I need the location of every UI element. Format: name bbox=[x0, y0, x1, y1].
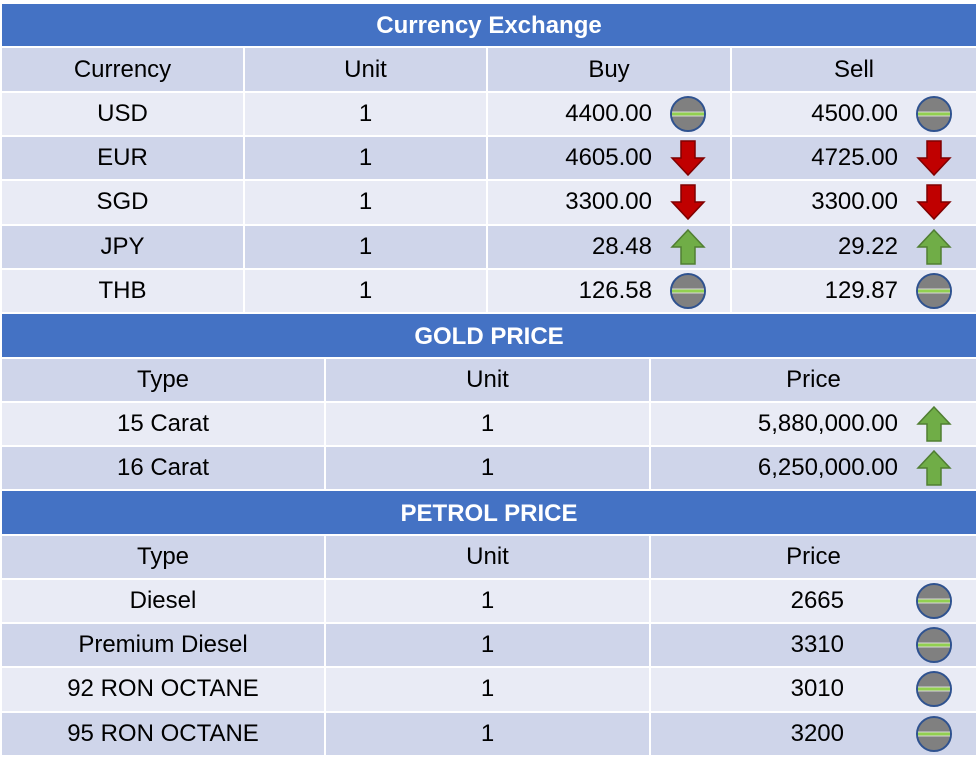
currency-buy: 28.48 bbox=[488, 225, 732, 268]
petrol-header-type: Type bbox=[2, 536, 326, 578]
currency-row: SGD 1 3300.00 3300.00 bbox=[2, 181, 976, 226]
gold-row: 15 Carat 1 5,880,000.00 bbox=[2, 403, 976, 447]
down-arrow-icon bbox=[668, 138, 708, 178]
neutral-icon bbox=[914, 581, 954, 621]
up-arrow-icon bbox=[668, 227, 708, 267]
down-arrow-icon bbox=[668, 182, 708, 222]
currency-buy-value: 126.58 bbox=[578, 276, 652, 304]
petrol-header-unit: Unit bbox=[326, 536, 651, 578]
neutral-icon bbox=[914, 271, 954, 311]
petrol-type: Diesel bbox=[2, 580, 326, 623]
currency-header-row: Currency Unit Buy Sell bbox=[2, 48, 976, 93]
petrol-price: 3010 bbox=[651, 668, 976, 711]
currency-sell: 129.87 bbox=[732, 269, 976, 312]
currency-unit: 1 bbox=[245, 225, 488, 268]
gold-title: GOLD PRICE bbox=[2, 314, 976, 359]
currency-sell: 3300.00 bbox=[732, 181, 976, 224]
gold-price: 6,250,000.00 bbox=[651, 447, 976, 489]
petrol-type: 92 RON OCTANE bbox=[2, 668, 326, 711]
neutral-icon bbox=[914, 625, 954, 665]
gold-header-unit: Unit bbox=[326, 359, 651, 401]
down-arrow-icon bbox=[914, 138, 954, 178]
gold-price-value: 6,250,000.00 bbox=[757, 454, 898, 481]
petrol-row: 92 RON OCTANE 1 3010 bbox=[2, 668, 976, 713]
petrol-unit: 1 bbox=[326, 712, 651, 755]
currency-buy: 126.58 bbox=[488, 269, 732, 312]
currency-buy-value: 4400.00 bbox=[565, 100, 652, 128]
currency-row: USD 1 4400.00 4500.00 bbox=[2, 93, 976, 138]
currency-header-unit: Unit bbox=[245, 48, 488, 91]
neutral-icon bbox=[914, 669, 954, 709]
petrol-row: Diesel 1 2665 bbox=[2, 580, 976, 625]
up-arrow-icon bbox=[914, 448, 954, 488]
petrol-price-value: 3310 bbox=[790, 631, 844, 659]
gold-row: 16 Carat 1 6,250,000.00 bbox=[2, 447, 976, 491]
currency-row: JPY 1 28.48 29.22 bbox=[2, 225, 976, 270]
currency-sell-value: 129.87 bbox=[824, 276, 898, 304]
currency-sell-value: 3300.00 bbox=[811, 188, 898, 216]
gold-type: 16 Carat bbox=[2, 447, 326, 489]
petrol-row: Premium Diesel 1 3310 bbox=[2, 624, 976, 669]
currency-sell: 4500.00 bbox=[732, 93, 976, 136]
petrol-unit: 1 bbox=[326, 624, 651, 667]
petrol-row: 95 RON OCTANE 1 3200 bbox=[2, 712, 976, 757]
gold-price-value: 5,880,000.00 bbox=[757, 410, 898, 437]
down-arrow-icon bbox=[914, 182, 954, 222]
currency-buy: 4605.00 bbox=[488, 137, 732, 180]
neutral-icon bbox=[914, 94, 954, 134]
petrol-price: 3200 bbox=[651, 712, 976, 755]
currency-unit: 1 bbox=[245, 93, 488, 136]
currency-title: Currency Exchange bbox=[2, 4, 976, 48]
petrol-price-value: 3200 bbox=[790, 719, 844, 747]
currency-header-currency: Currency bbox=[2, 48, 245, 91]
currency-unit: 1 bbox=[245, 181, 488, 224]
currency-code: USD bbox=[2, 93, 245, 136]
currency-header-sell: Sell bbox=[732, 48, 976, 91]
up-arrow-icon bbox=[914, 227, 954, 267]
petrol-type: Premium Diesel bbox=[2, 624, 326, 667]
currency-unit: 1 bbox=[245, 269, 488, 312]
petrol-header-price: Price bbox=[651, 536, 976, 578]
currency-sell-value: 29.22 bbox=[837, 232, 898, 260]
currency-row: EUR 1 4605.00 4725.00 bbox=[2, 137, 976, 182]
currency-code: JPY bbox=[2, 225, 245, 268]
currency-unit: 1 bbox=[245, 137, 488, 180]
currency-buy-value: 4605.00 bbox=[565, 144, 652, 172]
currency-buy-value: 3300.00 bbox=[565, 188, 652, 216]
currency-sell-value: 4500.00 bbox=[811, 100, 898, 128]
neutral-icon bbox=[914, 714, 954, 754]
currency-buy: 4400.00 bbox=[488, 93, 732, 136]
currency-buy: 3300.00 bbox=[488, 181, 732, 224]
gold-header-row: Type Unit Price bbox=[2, 359, 976, 403]
currency-buy-value: 28.48 bbox=[591, 232, 652, 260]
currency-code: EUR bbox=[2, 137, 245, 180]
petrol-title: PETROL PRICE bbox=[2, 491, 976, 536]
currency-sell: 4725.00 bbox=[732, 137, 976, 180]
currency-code: SGD bbox=[2, 181, 245, 224]
currency-sell: 29.22 bbox=[732, 225, 976, 268]
currency-code: THB bbox=[2, 269, 245, 312]
gold-unit: 1 bbox=[326, 403, 651, 445]
neutral-icon bbox=[668, 94, 708, 134]
currency-sell-value: 4725.00 bbox=[811, 144, 898, 172]
petrol-price-value: 3010 bbox=[790, 675, 844, 703]
up-arrow-icon bbox=[914, 404, 954, 444]
petrol-price-value: 2665 bbox=[790, 587, 844, 615]
neutral-icon bbox=[668, 271, 708, 311]
gold-price: 5,880,000.00 bbox=[651, 403, 976, 445]
gold-unit: 1 bbox=[326, 447, 651, 489]
petrol-unit: 1 bbox=[326, 668, 651, 711]
petrol-header-row: Type Unit Price bbox=[2, 536, 976, 580]
petrol-type: 95 RON OCTANE bbox=[2, 712, 326, 755]
currency-header-buy: Buy bbox=[488, 48, 732, 91]
petrol-price: 3310 bbox=[651, 624, 976, 667]
gold-header-type: Type bbox=[2, 359, 326, 401]
petrol-price: 2665 bbox=[651, 580, 976, 623]
petrol-unit: 1 bbox=[326, 580, 651, 623]
gold-type: 15 Carat bbox=[2, 403, 326, 445]
currency-row: THB 1 126.58 129.87 bbox=[2, 269, 976, 314]
gold-header-price: Price bbox=[651, 359, 976, 401]
